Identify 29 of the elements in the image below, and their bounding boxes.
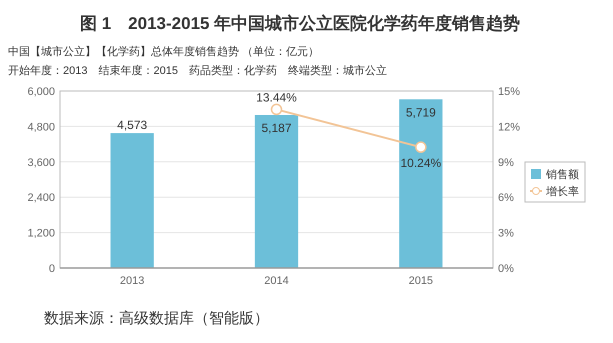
y2-tick-label: 0% xyxy=(498,263,514,275)
data-label: 5,187 xyxy=(261,120,292,135)
y-tick-label: 2,400 xyxy=(27,192,55,204)
legend-label: 销售额 xyxy=(545,168,579,181)
y-tick-label: 1,200 xyxy=(27,228,55,240)
y-tick-label: 6,000 xyxy=(27,86,55,98)
y-tick-label: 3,600 xyxy=(27,156,55,169)
y2-tick-label: 3% xyxy=(498,228,514,240)
x-tick-label: 2014 xyxy=(264,275,289,287)
x-tick-label: 2013 xyxy=(120,275,144,287)
data-label: 5,719 xyxy=(406,105,436,120)
chart-subtitle: 中国【城市公立】【化学药】总体年度销售趋势 （单位：亿元） xyxy=(8,45,320,58)
bar xyxy=(110,133,154,268)
data-label: 13.44% xyxy=(256,90,298,104)
y2-tick-label: 9% xyxy=(498,156,514,169)
y-tick-label: 4,800 xyxy=(27,121,55,134)
y-tick-label: 0 xyxy=(48,263,55,275)
bar xyxy=(254,114,298,268)
y2-tick-label: 12% xyxy=(498,121,520,134)
y2-tick-label: 15% xyxy=(498,86,520,98)
bar xyxy=(399,99,442,268)
data-label: 10.24% xyxy=(400,156,442,170)
legend-label: 增长率 xyxy=(545,185,579,198)
source-note: 数据来源：高级数据库（智能版） xyxy=(44,310,269,327)
data-label: 4,573 xyxy=(117,118,148,132)
chart-title: 图 1 2013-2015 年中国城市公立医院化学药年度销售趋势 xyxy=(80,14,520,33)
y2-tick-label: 6% xyxy=(498,192,514,204)
x-tick-label: 2015 xyxy=(408,275,434,287)
text: 开始年度：2013 结束年度：2015 药品类型：化学药 终端类型：城市公立 xyxy=(8,64,387,77)
